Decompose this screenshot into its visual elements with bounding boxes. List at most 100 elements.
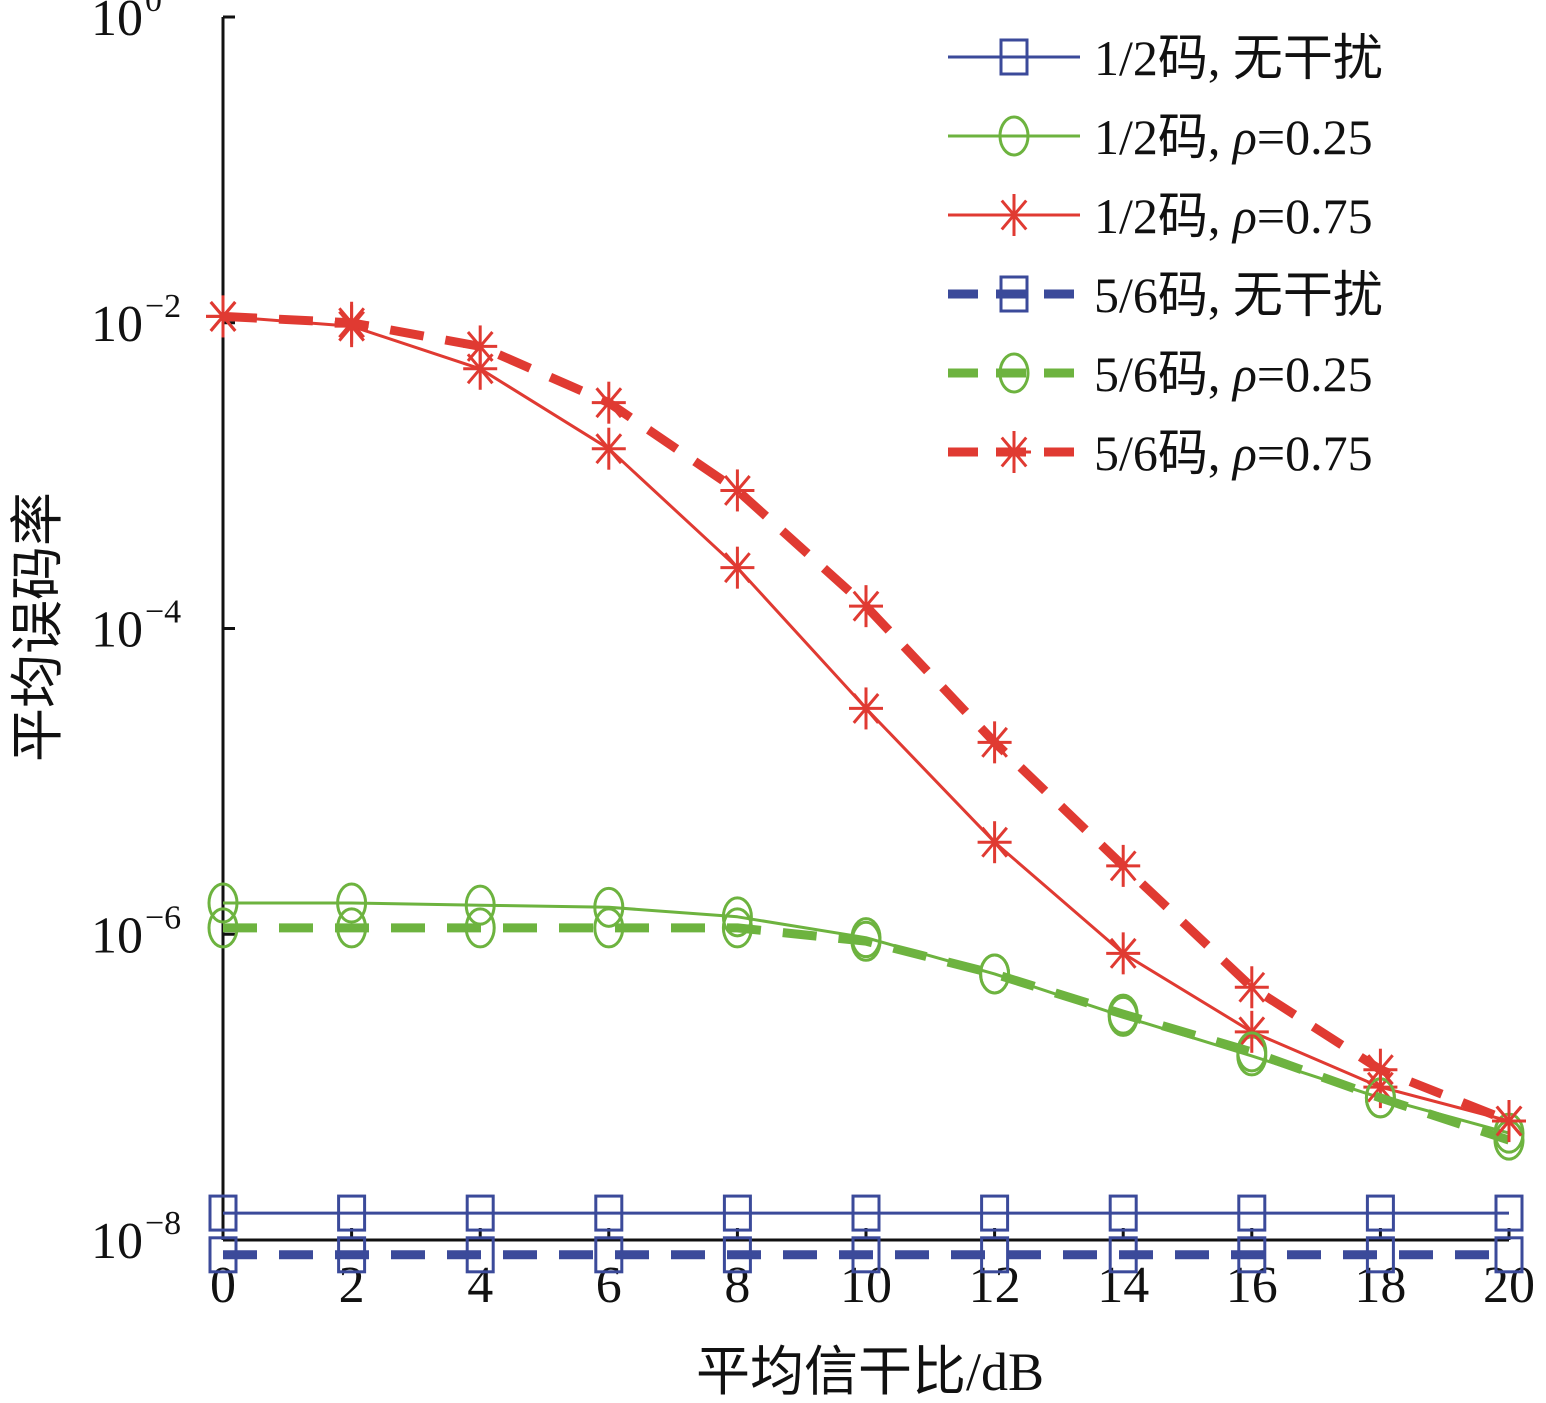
series-1 [208, 1194, 1524, 1232]
legend-label: 5/6码, ρ=0.25 [1094, 346, 1373, 402]
data-point [1106, 844, 1141, 887]
data-point [463, 325, 498, 368]
x-tick-label: 4 [467, 1257, 493, 1314]
legend: 1/2码, 无干扰 1/2码, ρ=0.25 1/2码, ρ=0.75 5/6码, 无… [948, 30, 1383, 481]
data-point [208, 1194, 238, 1232]
data-point [980, 1194, 1010, 1232]
data-point [720, 546, 755, 589]
data-point [464, 907, 496, 949]
data-point [593, 907, 625, 949]
data-point [337, 1236, 367, 1274]
y-tick-label: 10 [91, 602, 143, 659]
data-point [722, 1194, 752, 1232]
series-line [223, 923, 1511, 1145]
data-point [849, 687, 883, 730]
data-point [1363, 1048, 1398, 1091]
data-point [1236, 1031, 1268, 1073]
data-point [1107, 993, 1139, 1035]
legend-item: 1/2码, ρ=0.25 [948, 109, 1373, 165]
data-point [1365, 1236, 1395, 1274]
data-point [980, 1236, 1010, 1274]
data-point [979, 953, 1011, 995]
series-4 [208, 1236, 1524, 1274]
data-point [591, 427, 626, 470]
data-point [849, 585, 883, 628]
x-tick-label: 2 [339, 1257, 365, 1314]
legend-swatch-marker [999, 38, 1029, 76]
x-axis-label: 平均信干比/dB [696, 1342, 1044, 1402]
data-point [337, 1194, 367, 1232]
data-point [1106, 932, 1141, 975]
x-tick-label: 18 [1354, 1257, 1406, 1314]
data-point [851, 1194, 881, 1232]
x-tick-label: 6 [596, 1257, 622, 1314]
x-tick-label: 8 [724, 1257, 750, 1314]
legend-swatch-marker [998, 352, 1030, 394]
y-tick-label: 10 [91, 0, 143, 47]
y-tick-label: 10 [91, 907, 143, 964]
legend-item: 1/2码, 无干扰 [948, 30, 1383, 86]
data-point [593, 886, 625, 928]
legend-label: 1/2码, 无干扰 [1094, 30, 1383, 86]
data-point [465, 1236, 495, 1274]
data-point [1494, 1194, 1524, 1232]
data-point [1492, 1100, 1526, 1143]
data-point [1108, 1194, 1138, 1232]
legend-item: 5/6码, 无干扰 [948, 267, 1383, 323]
y-tick-exponent: −6 [145, 899, 181, 936]
data-point [336, 882, 368, 924]
x-tick-label: 10 [840, 1257, 892, 1314]
y-axis-label: 平均误码率 [8, 492, 68, 762]
y-tick-exponent: 0 [145, 0, 162, 19]
x-tick-label: 14 [1097, 1257, 1149, 1314]
y-tick-exponent: −4 [145, 594, 181, 631]
y-tick-label: 10 [91, 296, 143, 353]
y-tick-label: 10 [91, 1213, 143, 1270]
data-point [208, 1236, 238, 1274]
data-point [721, 907, 753, 949]
data-point [334, 301, 369, 344]
series-layer [206, 295, 1526, 1274]
series-5 [207, 907, 1525, 1161]
x-tick-label: 16 [1226, 1257, 1278, 1314]
data-point [594, 1236, 624, 1274]
data-point [722, 1236, 752, 1274]
legend-swatch-marker [997, 431, 1031, 473]
legend-label: 1/2码, ρ=0.25 [1094, 109, 1373, 165]
legend-item: 5/6码, ρ=0.75 [948, 425, 1373, 481]
data-point [721, 896, 753, 938]
data-point [1108, 1236, 1138, 1274]
data-point [1365, 1194, 1395, 1232]
x-tick-label: 12 [969, 1257, 1021, 1314]
data-point [465, 1194, 495, 1232]
data-point [720, 469, 755, 512]
x-tick-label: 0 [210, 1257, 236, 1314]
legend-swatch-marker [999, 275, 1029, 313]
data-point [1237, 1194, 1267, 1232]
data-point [1234, 966, 1269, 1009]
data-point [850, 920, 882, 962]
data-point [1237, 1236, 1267, 1274]
data-point [1494, 1236, 1524, 1274]
data-point [594, 1194, 624, 1232]
y-tick-exponent: −2 [145, 288, 181, 325]
legend-swatch-marker [998, 115, 1030, 157]
data-point [977, 721, 1012, 764]
data-point [591, 381, 626, 424]
data-point [336, 907, 368, 949]
legend-label: 5/6码, 无干扰 [1094, 267, 1383, 323]
series-3 [206, 295, 1526, 1143]
data-point [851, 1236, 881, 1274]
y-tick-exponent: −8 [145, 1205, 181, 1242]
data-point [977, 821, 1012, 864]
series-6 [206, 295, 1526, 1143]
legend-item: 5/6码, ρ=0.25 [948, 346, 1373, 402]
legend-swatch-marker [997, 194, 1031, 236]
data-point [206, 295, 240, 338]
x-tick-label: 20 [1483, 1257, 1535, 1314]
legend-label: 1/2码, ρ=0.75 [1094, 188, 1373, 244]
data-point [207, 882, 239, 924]
data-point [207, 907, 239, 949]
